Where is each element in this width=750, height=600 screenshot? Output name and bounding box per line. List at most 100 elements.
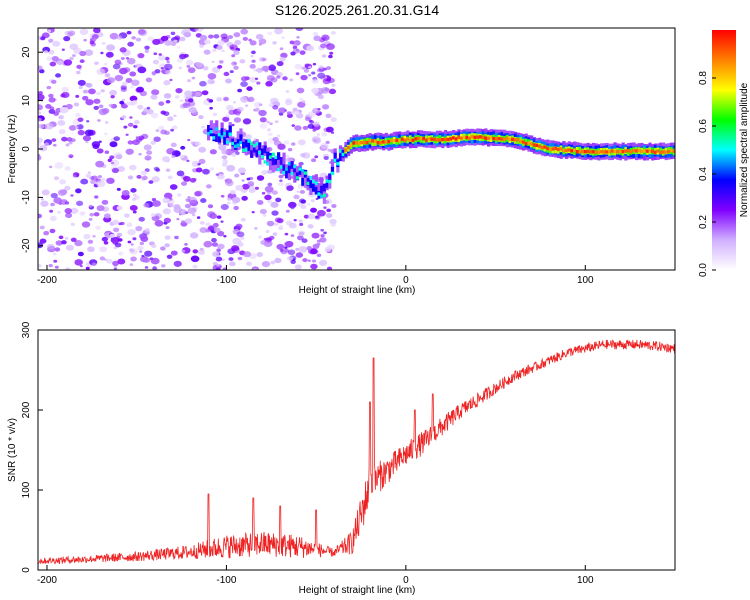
spectrogram-ridge-cell	[521, 140, 526, 144]
spectrogram-speckle	[184, 218, 193, 224]
spectrogram-ridge-cell	[271, 152, 275, 156]
spectrogram-speckle	[81, 221, 91, 228]
spectrogram-speckle	[284, 99, 293, 106]
spectrogram-speckle	[160, 66, 164, 70]
spectrogram-speckle	[187, 196, 197, 204]
spectrogram-speckle	[304, 116, 311, 122]
spectrogram-speckle	[176, 58, 183, 63]
spectrogram-speckle	[175, 87, 183, 94]
spectrogram-speckle	[212, 261, 218, 266]
spectrogram-speckle	[239, 96, 248, 102]
spectrogram-speckle	[116, 205, 123, 211]
spectrogram-speckle	[271, 210, 279, 216]
spectrogram-ridge-cell	[290, 171, 294, 176]
spectrogram-ridge-cell	[268, 155, 273, 170]
spectrogram-speckle	[290, 206, 295, 210]
spectrogram-speckle	[165, 168, 171, 172]
spectrogram-speckle	[307, 65, 312, 69]
colorbar-tick-label: 0.4	[698, 167, 709, 181]
spectrogram-ridge-cell	[215, 134, 219, 143]
spectrogram-speckle	[70, 222, 76, 227]
spectrogram-ridge-cell	[457, 135, 461, 140]
spectrogram-speckle	[161, 264, 166, 268]
spectrogram-speckle	[203, 39, 211, 45]
spectrogram-speckle	[312, 62, 317, 66]
spectrogram-ridge-cell	[443, 137, 448, 142]
spectrogram-speckle	[297, 139, 306, 146]
spectrogram-ridge-cell	[556, 147, 561, 152]
spectrogram-speckle	[201, 90, 209, 96]
spectrogram-ridge-cell	[266, 151, 270, 160]
spectrogram-speckle	[63, 59, 73, 66]
spectrogram-speckle	[199, 44, 204, 48]
spectrogram-speckle	[59, 106, 69, 114]
spectrogram-speckle	[58, 235, 64, 240]
spectrogram-speckle	[245, 104, 249, 107]
spectrogram-speckle	[228, 109, 236, 115]
spectrogram-speckle	[253, 68, 258, 72]
spectrogram-ridge-cell	[247, 139, 251, 143]
spectrogram-speckle	[110, 95, 115, 99]
spectrogram-speckle	[311, 259, 317, 263]
spectrogram-speckle	[180, 249, 186, 253]
spectrogram-ridge-cell	[540, 145, 545, 150]
spectrogram-speckle	[270, 201, 279, 208]
spectrogram-speckle	[248, 187, 256, 194]
spectrogram-speckle	[70, 138, 76, 143]
spectrogram-speckle	[211, 237, 217, 243]
spectrogram-speckle	[325, 213, 333, 218]
spectrogram-speckle	[319, 237, 327, 243]
spectrogram-speckle	[152, 200, 161, 207]
spectrogram-speckle	[72, 174, 77, 178]
spectrogram-speckle	[53, 176, 60, 181]
spectrogram-speckle	[301, 152, 311, 159]
spectrogram-speckle	[310, 158, 317, 163]
spectrogram-speckle	[235, 223, 243, 229]
spectrogram-speckle	[120, 221, 125, 226]
spectrogram-ridge-cell	[664, 150, 668, 154]
spectrogram-ridge-cell	[513, 138, 518, 142]
spectrogram-speckle	[179, 99, 184, 103]
spectrogram-ridge-cell	[287, 162, 292, 166]
spectrogram-speckle	[270, 77, 278, 83]
spectrogram-speckle	[291, 142, 296, 146]
spectrogram-y-tick-label: 0	[21, 146, 32, 152]
spectrogram-speckle	[298, 231, 305, 236]
spectrogram-ridge-cell	[328, 179, 332, 184]
spectrogram-ridge-cell	[489, 136, 493, 140]
spectrogram-ridge-cell	[239, 134, 243, 143]
spectrogram-speckle	[96, 205, 105, 212]
spectrogram-speckle	[295, 111, 301, 115]
spectrogram-ridge-cell	[258, 142, 262, 151]
spectrogram-speckle	[106, 44, 116, 51]
spectrogram-ridge-cell	[546, 146, 550, 151]
spectrogram-ridge-cell	[395, 138, 399, 142]
spectrogram-speckle	[300, 199, 307, 204]
spectrogram-speckle	[97, 119, 101, 122]
spectrogram-ridge-cell	[298, 167, 302, 175]
spectrogram-ridge-cell	[250, 141, 254, 145]
spectrogram-speckle	[77, 129, 85, 136]
spectrogram-speckle	[150, 257, 160, 265]
spectrogram-speckle	[163, 93, 172, 99]
spectrogram-speckle	[150, 140, 156, 145]
spectrogram-speckle	[151, 71, 157, 75]
spectrogram-speckle	[189, 178, 197, 183]
spectrogram-speckle	[298, 246, 308, 253]
spectrogram-speckle	[99, 256, 106, 261]
snr-x-tick-label: -100	[216, 575, 236, 586]
spectrogram-speckle	[223, 235, 227, 238]
spectrogram-ridge-cell	[645, 149, 649, 153]
spectrogram-speckle	[48, 97, 56, 103]
spectrogram-speckle	[54, 162, 64, 169]
spectrogram-speckle	[221, 49, 225, 53]
spectrogram-speckle	[75, 126, 79, 129]
spectrogram-speckle	[46, 85, 52, 90]
spectrogram-speckle	[296, 190, 300, 193]
spectrogram-speckle	[203, 240, 213, 248]
spectrogram-ridge-cell	[301, 177, 305, 186]
spectrogram-speckle	[79, 59, 85, 64]
spectrogram-ridge-cell	[387, 139, 391, 144]
spectrogram-speckle	[229, 189, 236, 195]
spectrogram-speckle	[274, 28, 283, 35]
